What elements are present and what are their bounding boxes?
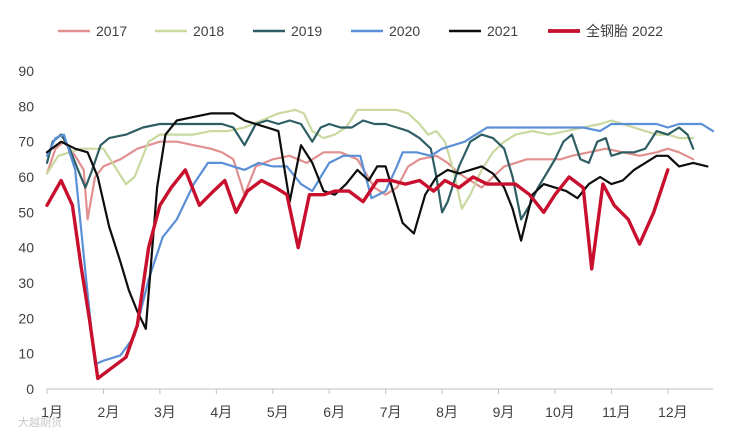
legend-label: 2020 xyxy=(389,23,420,39)
legend-label: 全钢胎 2022 xyxy=(586,23,663,39)
series-line-全钢胎-2022 xyxy=(45,168,670,381)
chart-legend: 2017 2018 2019 2020 2021 全钢胎 2022 xyxy=(58,23,663,39)
legend-label: 2021 xyxy=(487,23,518,39)
y-tick-label: 80 xyxy=(18,98,34,114)
series-line-2021 xyxy=(45,112,709,330)
x-tick-label: 6月 xyxy=(323,404,345,420)
y-tick-label: 0 xyxy=(26,381,34,397)
y-axis: 0 10 20 30 40 50 60 70 80 90 xyxy=(18,63,34,397)
legend-label: 2018 xyxy=(193,23,224,39)
x-tick-label: 3月 xyxy=(154,404,176,420)
series-layer xyxy=(45,108,715,381)
x-tick-label: 10月 xyxy=(545,404,575,420)
x-tick-label: 5月 xyxy=(267,404,289,420)
x-tick-label: 12月 xyxy=(658,404,688,420)
x-tick-label: 11月 xyxy=(602,404,631,420)
x-tick-label: 9月 xyxy=(493,404,515,420)
x-tick-label: 2月 xyxy=(98,404,120,420)
series-line-2020 xyxy=(45,122,715,366)
y-tick-label: 30 xyxy=(18,275,34,291)
legend-label: 2017 xyxy=(96,23,127,39)
y-tick-label: 90 xyxy=(18,63,34,79)
x-tick-label: 1月 xyxy=(41,404,63,420)
watermark-text: 大越期货 xyxy=(18,415,62,429)
x-tick-label: 7月 xyxy=(380,404,402,420)
y-tick-label: 70 xyxy=(18,134,34,150)
y-tick-label: 60 xyxy=(18,169,34,185)
y-tick-label: 40 xyxy=(18,240,34,256)
series-line-2019 xyxy=(45,119,695,221)
x-axis: 1月 2月 3月 4月 5月 6月 7月 8月 9月 10月 11月 12月 xyxy=(41,388,713,420)
legend-label: 2019 xyxy=(291,23,322,39)
y-tick-label: 50 xyxy=(18,204,34,220)
y-tick-label: 20 xyxy=(18,310,34,326)
series-line-2018 xyxy=(45,108,695,210)
x-tick-label: 8月 xyxy=(436,404,458,420)
x-tick-label: 4月 xyxy=(210,404,232,420)
y-tick-label: 10 xyxy=(18,346,34,362)
